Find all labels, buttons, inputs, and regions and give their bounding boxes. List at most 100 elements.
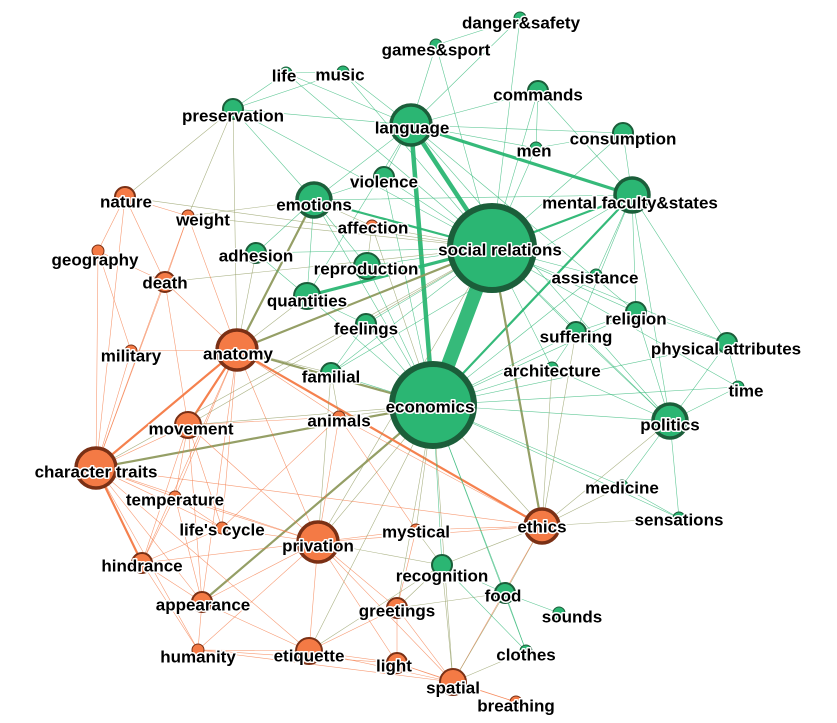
edge-mental-commands	[537, 90, 633, 196]
node-suffering	[565, 321, 587, 343]
edge-economics-character-traits	[94, 403, 435, 470]
edge-preservation-music	[232, 71, 344, 110]
edge-politics-architecture	[551, 367, 671, 422]
label-medicine: medicine	[585, 479, 659, 498]
edge-social-relations-life	[285, 72, 493, 249]
edge-temperature-lifes-cycle	[174, 496, 223, 529]
edge-appearance-hindrance	[141, 562, 203, 603]
edge-death-movement	[164, 281, 189, 426]
edge-spatial-food	[452, 592, 506, 683]
label-anatomy: anatomy	[203, 345, 273, 364]
edge-death-weight	[164, 215, 189, 283]
node-sounds	[552, 606, 566, 620]
label-politics: politics	[640, 416, 700, 435]
edge-consumption-men	[535, 132, 624, 149]
label-weight: weight	[175, 211, 230, 230]
edge-character-traits-nature	[95, 196, 126, 469]
edge-preservation-weight	[187, 108, 234, 217]
edge-mental-religion	[631, 194, 637, 313]
node-sensations	[672, 511, 686, 525]
edge-ethics-spatial	[452, 525, 543, 683]
edge-ethics-suffering	[541, 331, 577, 527]
node-mystical	[409, 523, 423, 537]
edge-economics-sensations	[432, 404, 680, 519]
node-character-traits	[74, 446, 118, 490]
label-reproduction: reproduction	[314, 260, 419, 279]
edge-language-quantities	[306, 124, 412, 297]
edge-anatomy-ethics	[235, 348, 544, 528]
edge-emotions-anatomy	[235, 198, 316, 352]
node-social-relations	[447, 203, 537, 293]
edge-nature-death	[124, 196, 166, 283]
label-etiquette: etiquette	[274, 647, 345, 666]
node-layer	[74, 11, 745, 709]
edge-movement-appearance	[187, 424, 203, 603]
node-affection	[365, 219, 379, 233]
node-reproduction	[353, 252, 381, 280]
edge-privation-spatial	[317, 541, 454, 683]
edge-temperature-appearance	[174, 496, 203, 603]
edge-anatomy-weight	[187, 215, 238, 351]
edge-temperature-hindrance	[141, 496, 176, 564]
node-temperature	[168, 490, 182, 504]
edge-economics-etiquette	[308, 404, 434, 652]
edge-greetings-spatial	[396, 607, 454, 683]
edge-social-relations-anatomy	[235, 246, 494, 352]
edge-economics-time	[432, 386, 739, 406]
edge-military-geography	[97, 250, 132, 352]
edge-privation-appearance	[201, 541, 319, 603]
label-death: death	[142, 274, 187, 293]
label-affection: affection	[338, 219, 409, 238]
edge-greetings-food	[396, 592, 506, 609]
edge-movement-lifes-cycle	[187, 424, 223, 529]
edge-anatomy-character-traits	[94, 348, 239, 470]
edge-ethics-sensations	[541, 517, 680, 527]
node-politics	[651, 402, 689, 440]
edge-spatial-recognition	[441, 564, 454, 683]
edge-ethics-mystical	[415, 525, 543, 531]
edge-etiquette-recognition	[308, 564, 443, 652]
label-character-traits: character traits	[35, 463, 158, 482]
edge-social-relations-character-traits	[95, 247, 493, 469]
label-feelings: feelings	[334, 320, 398, 339]
edge-emotions-weight	[187, 199, 315, 217]
node-music	[336, 65, 350, 79]
label-mystical: mystical	[382, 523, 450, 542]
edge-character-traits-appearance	[95, 467, 203, 603]
label-life: life	[272, 67, 297, 86]
node-movement	[174, 411, 202, 439]
edge-privation-character-traits	[95, 467, 319, 543]
node-life	[279, 66, 293, 80]
node-economics	[389, 361, 477, 449]
node-etiquette	[295, 637, 323, 665]
label-preservation: preservation	[182, 107, 284, 126]
label-quantities: quantities	[267, 292, 347, 311]
label-light: light	[376, 657, 412, 676]
node-death	[154, 271, 176, 293]
node-appearance	[191, 591, 213, 613]
node-military	[124, 344, 138, 358]
node-adhesion	[245, 242, 267, 264]
edge-mental-emotions	[313, 194, 633, 201]
label-nature: nature	[100, 193, 152, 212]
edge-social-relations-nature	[124, 196, 493, 249]
label-commands: commands	[493, 86, 583, 105]
label-lifes-cycle: life's cycle	[179, 521, 264, 540]
node-commands	[527, 80, 549, 102]
edge-language-commands	[410, 90, 539, 126]
node-quantities	[293, 282, 321, 310]
edge-movement-hindrance	[141, 424, 189, 564]
node-danger	[513, 11, 527, 25]
edge-religion-physical	[635, 311, 728, 344]
edge-character-traits-geography	[95, 250, 99, 469]
edge-death-geography	[97, 250, 166, 283]
node-physical	[716, 332, 738, 354]
node-humanity	[191, 643, 205, 657]
edge-character-traits-etiquette	[95, 467, 310, 652]
label-animals: animals	[307, 412, 370, 431]
label-clothes: clothes	[496, 646, 556, 665]
edge-animals-mystical	[338, 416, 417, 531]
edge-economics-appearance	[200, 403, 435, 604]
node-breathing	[509, 695, 523, 709]
label-humanity: humanity	[160, 648, 236, 667]
